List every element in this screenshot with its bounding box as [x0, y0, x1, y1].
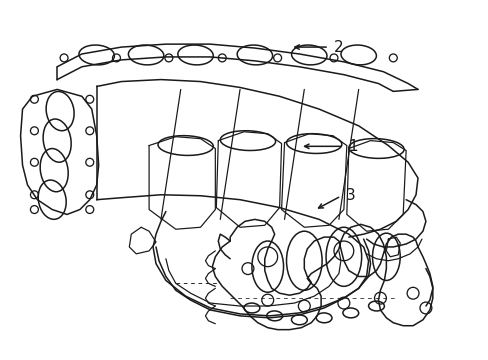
- Text: 2: 2: [333, 40, 343, 55]
- Text: 1: 1: [348, 139, 357, 154]
- Text: 3: 3: [346, 188, 355, 203]
